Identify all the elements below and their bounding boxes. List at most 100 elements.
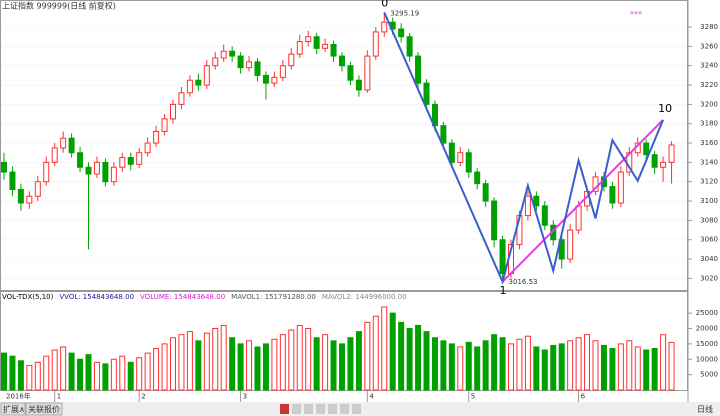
volume-bar (575, 337, 582, 391)
candle-body (406, 36, 413, 57)
icon[interactable] (316, 404, 325, 414)
icon[interactable] (328, 404, 337, 414)
x-tick-label: 4 (369, 393, 374, 401)
candle-body (668, 144, 675, 163)
volume-bar (524, 335, 531, 391)
volume-bar (229, 337, 236, 391)
candle-body (136, 152, 143, 165)
volume-bar (77, 358, 84, 391)
volume-legend: MAVOL1: 151791280.00 (231, 293, 316, 301)
volume-bar (144, 352, 151, 391)
candle-body (313, 36, 320, 49)
icon[interactable] (340, 404, 349, 414)
candle-body (541, 205, 548, 226)
volume-bar (398, 321, 405, 391)
volume-bar (161, 343, 168, 391)
candle-body (415, 55, 422, 84)
volume-bar (482, 340, 489, 391)
icon[interactable] (280, 404, 289, 414)
volume-bar (237, 343, 244, 391)
candle-body (381, 21, 388, 33)
volume-bar (634, 346, 641, 391)
volume-bar (533, 346, 540, 391)
tab[interactable] (25, 402, 63, 416)
candle-body (660, 161, 667, 168)
volume-tick-label: 20000 (696, 325, 718, 333)
volume-bar (313, 337, 320, 391)
volume-bar (600, 344, 607, 391)
candle-body (457, 152, 464, 163)
volume-bar (406, 328, 413, 391)
volume-bar (212, 328, 219, 391)
volume-bar (170, 337, 176, 391)
candle-body (153, 130, 160, 144)
volume-bar (153, 347, 160, 391)
volume-bar (322, 334, 329, 391)
candle-body (398, 28, 405, 38)
candle-body (617, 171, 624, 204)
candle-body (262, 74, 269, 84)
price-label: 3295.19 (390, 9, 419, 17)
candle-body (305, 36, 312, 43)
tool-icons[interactable] (280, 404, 361, 414)
candle-body (170, 103, 176, 120)
candle-body (322, 43, 329, 49)
icon[interactable] (352, 404, 361, 414)
candle-body (440, 125, 447, 144)
volume-bar (220, 324, 227, 391)
candle-body (339, 55, 345, 67)
x-tick-label: 3 (243, 393, 247, 401)
icon[interactable] (304, 404, 313, 414)
candle-body (448, 142, 455, 163)
candle-body (271, 76, 278, 84)
candle-body (355, 79, 362, 91)
candle-body (482, 183, 489, 202)
candle-body (110, 166, 117, 183)
volume-bar (85, 354, 92, 391)
volume-tick-label: 25000 (696, 309, 718, 317)
volume-bar (127, 361, 134, 391)
volume-bar (136, 357, 143, 391)
candle-body (330, 43, 337, 57)
volume-bar (186, 331, 193, 391)
volume-bar (592, 340, 599, 391)
volume-tick-label: 5000 (700, 371, 718, 379)
y-tick-label: 3200 (700, 100, 718, 108)
volume-tick-label: 10000 (696, 355, 718, 363)
volume-legend: MAVOL2: 144996000.00 (322, 293, 407, 301)
volume-bar (499, 337, 506, 391)
candle-body (474, 171, 481, 185)
candle-body (254, 61, 261, 76)
volume-bar (668, 341, 675, 391)
volume-bar (178, 334, 185, 391)
candle-body (246, 61, 253, 69)
volume-bar (339, 343, 345, 391)
candle-body (296, 41, 303, 55)
volume-bar (567, 340, 574, 391)
x-tick-label: 2016年 (6, 392, 31, 401)
icon[interactable] (292, 404, 301, 414)
candle-body (288, 53, 295, 67)
candle-body (26, 195, 33, 204)
candle-body (609, 186, 616, 204)
candle-body (1, 161, 7, 173)
wave-label: 0 (381, 0, 388, 9)
candle-body (68, 137, 75, 154)
period-label[interactable]: 日线 (697, 404, 713, 414)
volume-bar (626, 340, 633, 391)
tab-label[interactable]: 关联报价 (28, 404, 60, 414)
volume-bar (355, 331, 362, 391)
volume-bar (415, 324, 422, 391)
candle-body (279, 65, 286, 78)
y-tick-label: 3240 (700, 62, 718, 70)
tab-label[interactable]: 扩展∧ (3, 404, 25, 414)
volume-bar (110, 358, 117, 391)
volume-bar (465, 341, 472, 391)
x-tick-label: 6 (581, 393, 586, 401)
tab[interactable] (0, 402, 26, 416)
volume-bar (305, 328, 312, 391)
volume-bar (17, 360, 24, 391)
volume-bar (68, 352, 75, 391)
volume-bar (617, 343, 624, 391)
volume-bar (516, 338, 523, 391)
